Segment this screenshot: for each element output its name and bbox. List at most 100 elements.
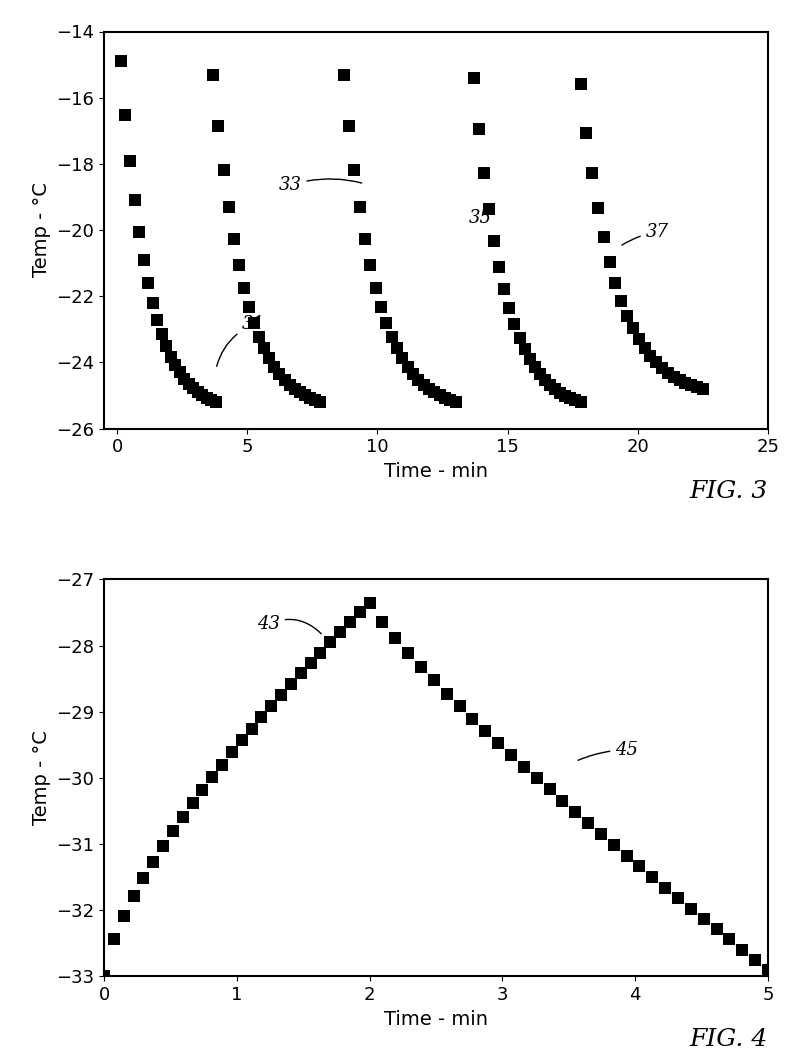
Point	[493, 258, 506, 275]
Point	[127, 888, 140, 905]
Point	[137, 252, 150, 269]
Point	[505, 747, 518, 763]
Point	[534, 365, 546, 382]
Point	[574, 394, 587, 411]
Point	[182, 376, 195, 393]
Point	[440, 686, 453, 702]
Point	[543, 781, 556, 798]
Point	[508, 316, 521, 333]
Point	[412, 371, 425, 387]
Point	[128, 191, 141, 208]
Point	[206, 769, 218, 785]
Point	[298, 387, 311, 404]
Point	[417, 376, 430, 393]
Point	[662, 364, 674, 381]
Point	[248, 315, 261, 332]
Point	[569, 392, 582, 408]
Point	[736, 941, 749, 958]
Point	[337, 66, 350, 83]
Point	[294, 384, 306, 401]
Point	[146, 295, 159, 312]
Point	[274, 687, 287, 704]
Point	[119, 107, 132, 124]
Point	[253, 329, 266, 345]
Point	[498, 280, 510, 297]
Point	[216, 756, 229, 773]
Point	[226, 744, 238, 761]
Y-axis label: Temp - °C: Temp - °C	[31, 183, 50, 277]
Point	[530, 770, 543, 786]
Point	[598, 229, 610, 246]
Point	[227, 230, 240, 247]
Point	[406, 365, 419, 382]
Point	[697, 380, 710, 397]
Point	[574, 76, 587, 92]
Point	[155, 326, 168, 342]
Point	[473, 121, 486, 138]
Point	[644, 348, 657, 364]
Point	[137, 869, 150, 886]
Point	[146, 854, 159, 870]
Point	[294, 665, 307, 681]
Point	[142, 275, 154, 292]
Point	[238, 279, 250, 296]
Point	[466, 711, 479, 728]
Text: FIG. 3: FIG. 3	[690, 480, 768, 503]
Point	[592, 200, 605, 216]
Point	[467, 69, 480, 86]
Point	[479, 722, 492, 739]
Point	[556, 793, 569, 810]
Point	[217, 162, 230, 178]
Point	[303, 390, 316, 406]
Point	[658, 879, 671, 896]
Point	[263, 350, 276, 366]
Text: 43: 43	[257, 615, 321, 634]
Point	[207, 66, 220, 83]
Point	[679, 374, 692, 391]
Point	[123, 152, 136, 169]
Point	[603, 253, 616, 270]
Text: FIG. 4: FIG. 4	[690, 1028, 768, 1050]
Point	[414, 658, 427, 675]
Point	[258, 340, 270, 357]
Point	[528, 358, 541, 375]
Point	[114, 52, 127, 69]
Point	[685, 377, 698, 394]
Point	[191, 383, 204, 400]
Point	[564, 390, 577, 406]
Text: 33: 33	[278, 176, 362, 194]
Point	[187, 380, 200, 397]
Point	[235, 732, 248, 749]
Point	[609, 274, 622, 291]
Point	[245, 720, 258, 737]
Point	[164, 349, 177, 365]
Point	[212, 118, 225, 134]
Point	[549, 380, 562, 397]
Point	[390, 340, 403, 357]
Point	[273, 365, 286, 382]
Point	[364, 257, 377, 274]
Point	[278, 371, 291, 387]
Point	[656, 359, 669, 376]
Point	[283, 376, 296, 393]
Point	[544, 376, 557, 393]
Point	[288, 380, 301, 397]
Point	[342, 118, 355, 134]
Point	[488, 232, 501, 249]
Point	[107, 931, 120, 948]
Point	[672, 889, 685, 906]
Point	[348, 162, 361, 178]
Point	[650, 354, 662, 371]
Point	[518, 758, 530, 775]
Text: 35: 35	[469, 204, 494, 228]
Point	[118, 907, 130, 924]
Point	[210, 394, 222, 411]
Point	[503, 299, 516, 316]
Point	[453, 698, 466, 715]
Text: 31: 31	[217, 315, 265, 366]
Point	[201, 390, 214, 406]
Point	[749, 951, 762, 968]
Point	[646, 868, 658, 885]
Point	[160, 338, 173, 355]
Text: 45: 45	[578, 741, 638, 760]
